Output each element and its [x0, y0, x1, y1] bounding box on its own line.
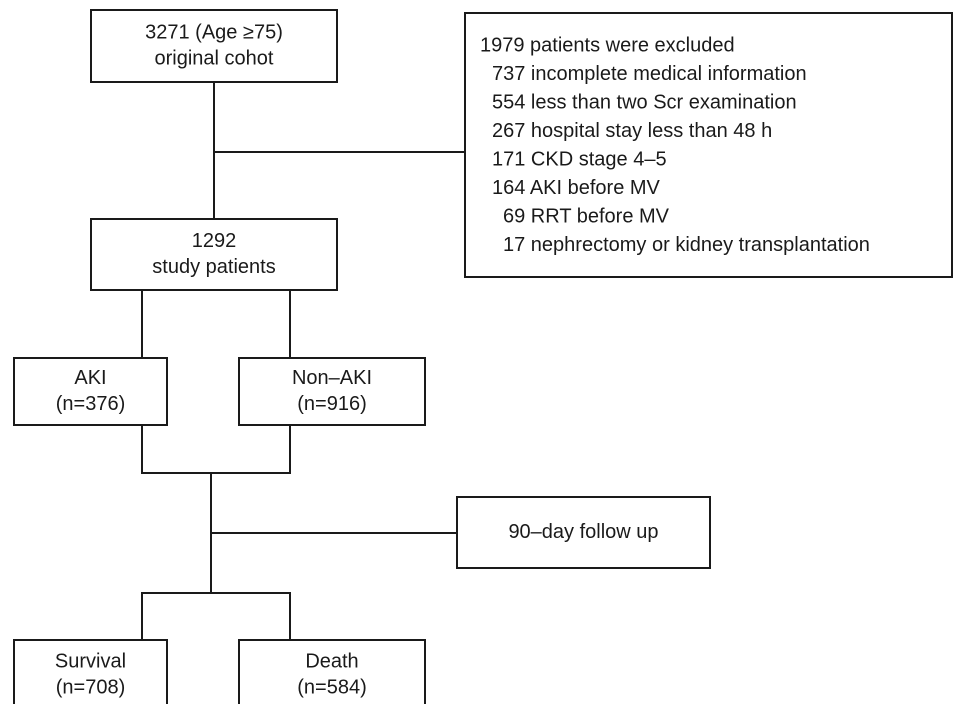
- node-box: [13, 639, 168, 704]
- node-label: original cohot: [155, 47, 274, 69]
- exclusion-box: [464, 12, 953, 278]
- node-label: study patients: [152, 256, 275, 278]
- node-box: [238, 639, 426, 704]
- node-label: (n=376): [56, 393, 126, 415]
- node-label: (n=584): [297, 676, 367, 698]
- exclusion-title: 1979 patients were excluded: [480, 34, 735, 56]
- node-label: 90–day follow up: [508, 521, 658, 543]
- node-label: Non–AKI: [292, 367, 372, 389]
- exclusion-item: 171 CKD stage 4–5: [492, 148, 667, 170]
- node-label: (n=916): [297, 393, 367, 415]
- node-label: (n=708): [56, 676, 126, 698]
- exclusion-item: 17 nephrectomy or kidney transplantation: [503, 234, 870, 256]
- exclusion-item: 164 AKI before MV: [492, 177, 661, 199]
- node-box: [456, 496, 711, 569]
- exclusion-item: 737 incomplete medical information: [492, 63, 807, 85]
- exclusion-item: 267 hospital stay less than 48 h: [492, 120, 772, 142]
- node-label: Death: [305, 650, 358, 672]
- node-label: 3271 (Age ≥75): [145, 21, 283, 43]
- node-box: [90, 218, 338, 291]
- exclusion-item: 554 less than two Scr examination: [492, 91, 797, 113]
- node-box: [13, 357, 168, 426]
- node-label: 1292: [192, 230, 237, 252]
- connectors: [141, 82, 465, 640]
- node-label: AKI: [74, 367, 106, 389]
- exclusion-item: 69 RRT before MV: [503, 205, 670, 227]
- node-box: [238, 357, 426, 426]
- node-box: [90, 9, 338, 83]
- node-label: Survival: [55, 650, 126, 672]
